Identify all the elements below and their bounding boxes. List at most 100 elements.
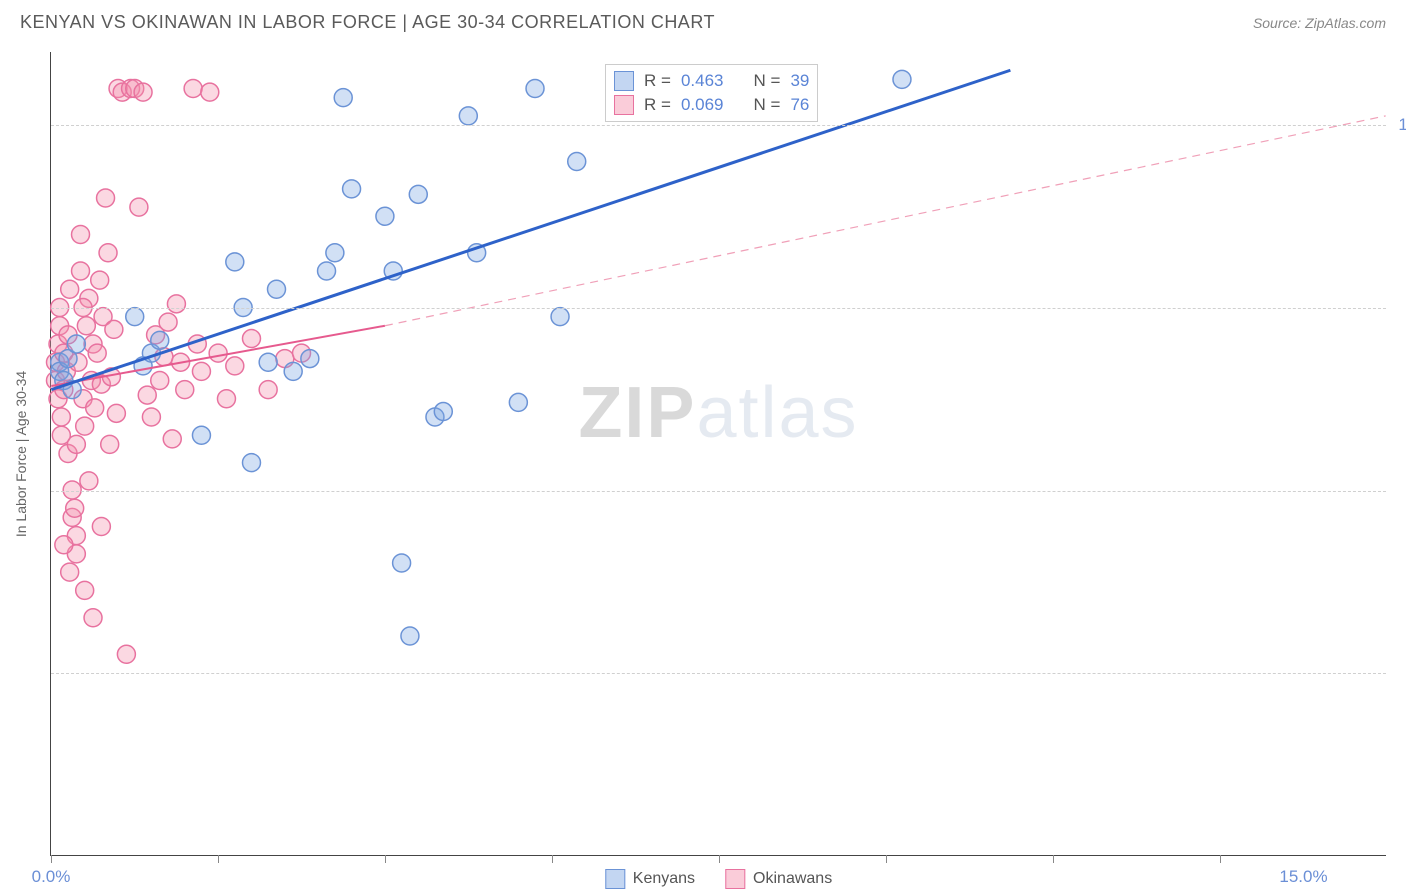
scatter-point-kenyans: [526, 80, 544, 98]
scatter-point-kenyans: [551, 308, 569, 326]
scatter-point-okinawans: [72, 262, 90, 280]
gridline-h: [51, 308, 1386, 309]
scatter-point-kenyans: [326, 244, 344, 262]
x-tick: [218, 855, 219, 863]
y-axis-label: In Labor Force | Age 30-34: [13, 370, 29, 536]
y-tick-label: 90.0%: [1396, 298, 1406, 318]
scatter-point-okinawans: [107, 404, 125, 422]
gridline-h: [51, 491, 1386, 492]
trend-line: [385, 116, 1386, 326]
x-tick: [51, 855, 52, 863]
scatter-point-okinawans: [259, 381, 277, 399]
scatter-point-kenyans: [67, 335, 85, 353]
swatch-pink-icon: [725, 869, 745, 889]
legend-row-kenyans: R = 0.463 N = 39: [610, 69, 813, 93]
scatter-point-okinawans: [76, 581, 94, 599]
scatter-point-okinawans: [88, 344, 106, 362]
y-tick-label: 80.0%: [1396, 481, 1406, 501]
scatter-point-okinawans: [84, 609, 102, 627]
legend-label-kenyans: Kenyans: [633, 870, 695, 888]
gridline-h: [51, 673, 1386, 674]
scatter-point-okinawans: [80, 472, 98, 490]
r-label-2: R =: [644, 95, 671, 115]
scatter-point-kenyans: [393, 554, 411, 572]
scatter-point-kenyans: [376, 207, 394, 225]
scatter-point-kenyans: [318, 262, 336, 280]
scatter-point-okinawans: [138, 386, 156, 404]
swatch-pink-icon: [614, 95, 634, 115]
legend-row-okinawans: R = 0.069 N = 76: [610, 93, 813, 117]
scatter-point-okinawans: [217, 390, 235, 408]
chart-plot-area: In Labor Force | Age 30-34 ZIPatlas R = …: [50, 52, 1386, 856]
scatter-point-okinawans: [226, 357, 244, 375]
series-legend: Kenyans Okinawans: [605, 869, 832, 889]
legend-item-kenyans: Kenyans: [605, 869, 695, 889]
scatter-point-okinawans: [61, 280, 79, 298]
scatter-point-kenyans: [893, 70, 911, 88]
scatter-point-kenyans: [192, 426, 210, 444]
source-attribution: Source: ZipAtlas.com: [1253, 15, 1386, 31]
scatter-point-okinawans: [209, 344, 227, 362]
scatter-point-okinawans: [101, 435, 119, 453]
y-tick-label: 70.0%: [1396, 663, 1406, 683]
scatter-point-okinawans: [142, 408, 160, 426]
scatter-point-okinawans: [201, 83, 219, 101]
scatter-point-kenyans: [226, 253, 244, 271]
x-tick: [1220, 855, 1221, 863]
scatter-point-okinawans: [52, 408, 70, 426]
scatter-point-kenyans: [126, 308, 144, 326]
n-value-kenyans: 39: [790, 71, 809, 91]
scatter-point-kenyans: [334, 89, 352, 107]
x-tick: [886, 855, 887, 863]
gridline-h: [51, 125, 1386, 126]
scatter-point-kenyans: [284, 362, 302, 380]
scatter-point-okinawans: [192, 362, 210, 380]
scatter-point-okinawans: [91, 271, 109, 289]
correlation-legend: R = 0.463 N = 39 R = 0.069 N = 76: [605, 64, 818, 122]
scatter-point-okinawans: [76, 417, 94, 435]
scatter-point-kenyans: [401, 627, 419, 645]
legend-item-okinawans: Okinawans: [725, 869, 832, 889]
scatter-point-okinawans: [105, 320, 123, 338]
scatter-point-kenyans: [242, 454, 260, 472]
r-value-kenyans: 0.463: [681, 71, 724, 91]
scatter-point-okinawans: [167, 295, 185, 313]
scatter-point-okinawans: [130, 198, 148, 216]
scatter-point-kenyans: [259, 353, 277, 371]
r-label: R =: [644, 71, 671, 91]
x-tick-label: 15.0%: [1279, 867, 1327, 887]
n-label-2: N =: [754, 95, 781, 115]
n-label: N =: [754, 71, 781, 91]
scatter-point-okinawans: [176, 381, 194, 399]
scatter-point-okinawans: [72, 226, 90, 244]
x-tick: [385, 855, 386, 863]
legend-label-okinawans: Okinawans: [753, 870, 832, 888]
scatter-point-kenyans: [568, 153, 586, 171]
scatter-point-okinawans: [77, 317, 95, 335]
scatter-point-okinawans: [134, 83, 152, 101]
scatter-point-kenyans: [301, 350, 319, 368]
chart-title: KENYAN VS OKINAWAN IN LABOR FORCE | AGE …: [20, 12, 715, 33]
scatter-point-okinawans: [61, 563, 79, 581]
r-value-okinawans: 0.069: [681, 95, 724, 115]
n-value-okinawans: 76: [790, 95, 809, 115]
x-tick: [719, 855, 720, 863]
scatter-point-okinawans: [92, 518, 110, 536]
x-tick-label: 0.0%: [32, 867, 71, 887]
y-tick-label: 100.0%: [1396, 115, 1406, 135]
swatch-blue-icon: [605, 869, 625, 889]
scatter-svg: [51, 52, 1386, 855]
scatter-point-okinawans: [242, 330, 260, 348]
scatter-point-okinawans: [55, 536, 73, 554]
scatter-point-kenyans: [459, 107, 477, 125]
swatch-blue-icon: [614, 71, 634, 91]
scatter-point-okinawans: [99, 244, 117, 262]
scatter-point-kenyans: [268, 280, 286, 298]
x-tick: [1053, 855, 1054, 863]
scatter-point-okinawans: [66, 499, 84, 517]
scatter-point-okinawans: [151, 372, 169, 390]
scatter-point-kenyans: [151, 331, 169, 349]
x-tick: [552, 855, 553, 863]
scatter-point-kenyans: [343, 180, 361, 198]
scatter-point-okinawans: [117, 645, 135, 663]
